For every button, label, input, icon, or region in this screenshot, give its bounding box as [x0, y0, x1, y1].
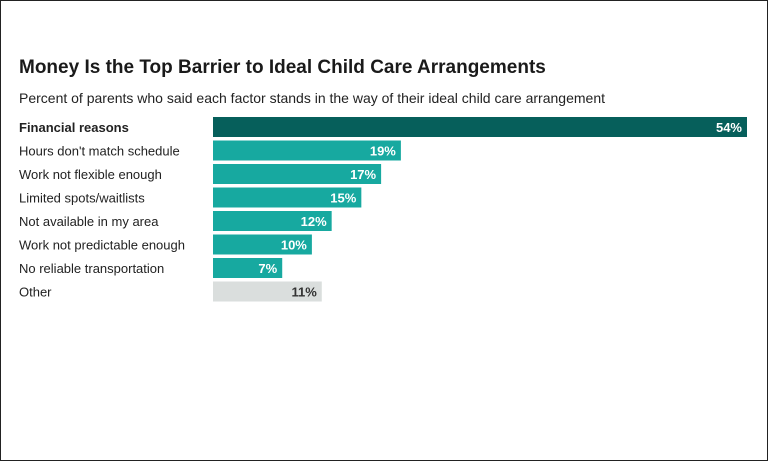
chart-title: Money Is the Top Barrier to Ideal Child …	[19, 57, 546, 78]
value-label-work-not-flexible-enough: 17%	[350, 167, 376, 182]
category-label-work-not-predictable-enough: Work not predictable enough	[19, 238, 185, 253]
category-label-not-available-in-my-area: Not available in my area	[19, 214, 159, 229]
bar-work-not-flexible-enough	[213, 164, 382, 184]
bar-limited-spots-waitlists	[213, 187, 362, 208]
category-label-no-reliable-transportation: No reliable transportation	[19, 261, 164, 276]
category-label-hours-don-t-match-schedule: Hours don't match schedule	[19, 144, 180, 159]
value-label-other: 11%	[291, 285, 317, 300]
value-label-financial-reasons: 54%	[716, 120, 742, 135]
value-label-hours-don-t-match-schedule: 19%	[370, 144, 396, 159]
bar-work-not-predictable-enough	[213, 234, 312, 255]
category-label-financial-reasons: Financial reasons	[19, 120, 129, 135]
bar-no-reliable-transportation	[213, 258, 283, 278]
value-label-work-not-predictable-enough: 10%	[281, 238, 307, 253]
category-label-work-not-flexible-enough: Work not flexible enough	[19, 167, 162, 182]
chart-subtitle: Percent of parents who said each factor …	[19, 90, 605, 106]
bar-financial-reasons	[213, 117, 747, 137]
bar-hours-don-t-match-schedule	[213, 140, 401, 161]
category-label-limited-spots-waitlists: Limited spots/waitlists	[19, 191, 145, 206]
bar-not-available-in-my-area	[213, 211, 332, 231]
value-label-not-available-in-my-area: 12%	[301, 214, 327, 229]
category-label-other: Other	[19, 285, 52, 300]
value-label-no-reliable-transportation: 7%	[258, 261, 277, 276]
bar-other	[213, 281, 322, 302]
value-label-limited-spots-waitlists: 15%	[330, 191, 356, 206]
